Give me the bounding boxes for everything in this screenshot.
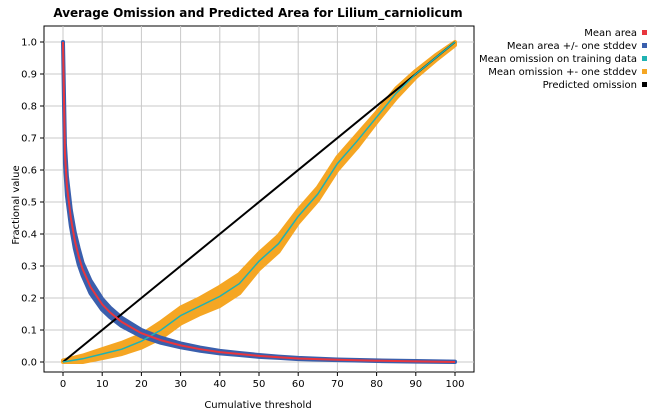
x-tick-label: 100	[445, 379, 464, 390]
x-tick-label: 60	[292, 379, 305, 390]
legend-item-label: Mean omission +- one stddev	[488, 67, 637, 78]
x-tick-label: 30	[174, 379, 187, 390]
y-tick-label: 0.2	[21, 294, 37, 305]
x-tick-label: 10	[96, 379, 109, 390]
x-axis-label: Cumulative threshold	[204, 400, 311, 411]
y-tick-label: 0.9	[21, 70, 37, 81]
legend-swatch	[642, 82, 647, 87]
legend-item-label: Mean area	[584, 28, 637, 39]
x-tick-label: 80	[370, 379, 383, 390]
chart-title: Average Omission and Predicted Area for …	[53, 6, 462, 21]
y-tick-label: 1.0	[21, 38, 37, 49]
x-tick-label: 0	[60, 379, 66, 390]
series-mean-area-line	[62, 41, 456, 363]
x-tick-label: 70	[331, 379, 344, 390]
legend-swatch	[642, 43, 647, 48]
y-axis-label: Fractional value	[11, 165, 22, 244]
y-tick-label: 0.3	[21, 262, 37, 273]
y-tick-label: 0.8	[21, 102, 37, 113]
y-tick-label: 0.7	[21, 134, 37, 145]
x-tick-label: 50	[253, 379, 266, 390]
grid	[44, 26, 474, 372]
y-tick-label: 0.6	[21, 166, 37, 177]
legend-item-label: Mean area +/- one stddev	[507, 41, 637, 52]
y-tick-label: 0.4	[21, 230, 37, 241]
legend-swatch	[642, 30, 647, 35]
y-tick-label: 0.0	[21, 358, 37, 369]
legend-swatch	[642, 56, 647, 61]
series-predicted-omission-line	[62, 41, 456, 363]
x-tick-label: 40	[213, 379, 226, 390]
y-tick-label: 0.5	[21, 198, 37, 209]
x-tick-label: 20	[135, 379, 148, 390]
x-tick-label: 90	[409, 379, 422, 390]
legend-item-label: Mean omission on training data	[479, 54, 637, 65]
y-tick-label: 0.1	[21, 326, 37, 337]
series-layer	[61, 40, 457, 364]
legend: Mean area Mean area +/- one stddev Mean om…	[479, 28, 647, 91]
legend-item-label: Predicted omission	[543, 80, 637, 91]
series-mean-omission-line	[62, 41, 456, 363]
legend-swatch	[642, 69, 647, 74]
axes: 0 10 20 30 40 50 60 70 80 90 100 0.0 0.1 0.2 0.3 0.4 0.5…	[21, 38, 464, 391]
